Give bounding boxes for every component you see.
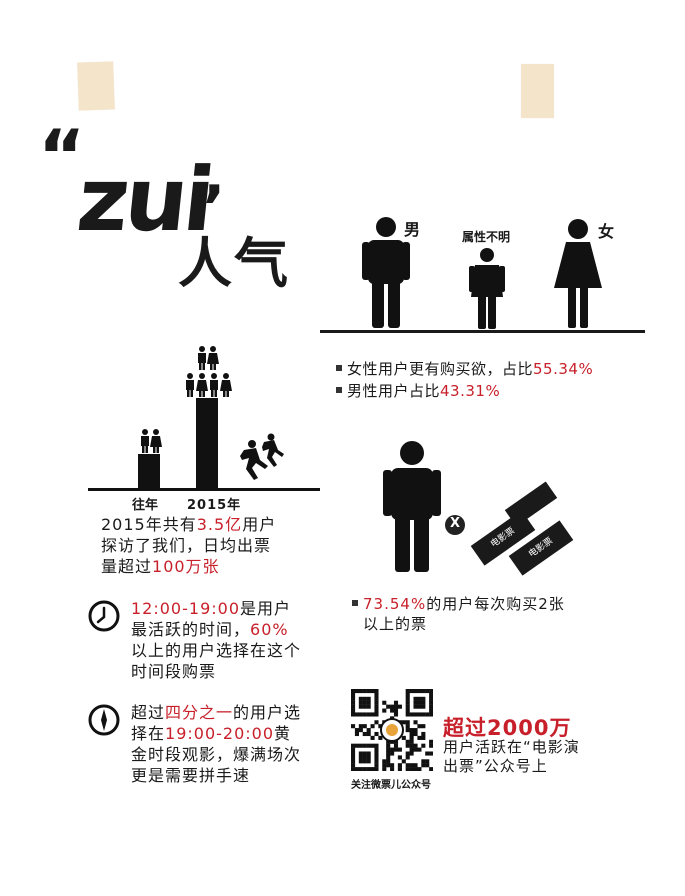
multiply-icon bbox=[445, 515, 465, 535]
tape-left bbox=[77, 61, 115, 111]
bullet bbox=[336, 364, 342, 371]
multi-text-suffix: 的用户每次购买2张 bbox=[426, 595, 565, 613]
open-quote: “ bbox=[38, 114, 86, 198]
bullet bbox=[336, 386, 342, 393]
multi-value: 73.54% bbox=[363, 595, 427, 613]
female-stat-text: 女性用户更有购买欲，占比 bbox=[347, 360, 534, 378]
active-line4: 时间段购票 bbox=[131, 662, 217, 681]
label-past: 往年 bbox=[132, 498, 159, 513]
active-time-value: 12:00-19:00 bbox=[131, 599, 240, 618]
qr-headline: 超过2000万 bbox=[443, 716, 572, 740]
qr-code-image[interactable] bbox=[351, 689, 433, 771]
qr-line2: 出票”公众号上 bbox=[443, 757, 548, 775]
unknown-label: 属性不明 bbox=[462, 230, 511, 244]
running-people-icon bbox=[240, 433, 284, 480]
active-text: 12:00-19:00是用户 最活跃的时间，60% 以上的用户选择在这个 时间段… bbox=[131, 598, 341, 682]
male-figure-icon bbox=[362, 217, 410, 328]
multiply-label: X bbox=[450, 516, 461, 531]
gender-divider bbox=[320, 330, 645, 333]
people-icon-2015 bbox=[186, 346, 232, 397]
growth-chart bbox=[88, 346, 320, 491]
qr-line1: 用户活跃在“电影演 bbox=[443, 738, 580, 756]
close-quote: ” bbox=[186, 173, 226, 243]
clock-icon bbox=[88, 600, 120, 632]
label-2015: 2015年 bbox=[187, 498, 242, 513]
golden-line1-value: 四分之一 bbox=[165, 703, 234, 722]
female-figure-icon bbox=[554, 219, 602, 328]
buyer-figure-icon bbox=[383, 441, 441, 572]
bar-past bbox=[138, 454, 160, 490]
golden-line1-suffix: 的用户选 bbox=[233, 703, 302, 722]
male-label: 男 bbox=[404, 220, 421, 239]
bar-2015 bbox=[196, 398, 218, 490]
growth-line2: 探访了我们，日均出票 bbox=[101, 536, 272, 555]
male-stat: 男性用户占比43.31% bbox=[336, 380, 500, 401]
golden-line2-suffix: 黄 bbox=[274, 724, 292, 743]
golden-line2-prefix: 择在 bbox=[131, 724, 166, 743]
active-line3: 以上的用户选择在这个 bbox=[131, 641, 302, 660]
compass-icon bbox=[88, 704, 120, 736]
people-icon-past bbox=[141, 429, 162, 453]
tape-right bbox=[521, 64, 554, 118]
ticket-3-text: 电影票 bbox=[527, 536, 555, 560]
active-line2-prefix: 最活跃的时间， bbox=[131, 620, 251, 639]
title-cn: 人气 bbox=[178, 232, 290, 295]
female-stat: 女性用户更有购买欲，占比55.34% bbox=[336, 358, 593, 379]
tickets-icon: 电影票 电影票 bbox=[466, 480, 576, 580]
growth-line1-suffix: 用户 bbox=[242, 515, 277, 534]
qr-caption: 关注微票儿公众号 bbox=[351, 780, 431, 791]
female-stat-value: 55.34% bbox=[533, 360, 594, 378]
unknown-figure-icon bbox=[469, 248, 505, 329]
golden-text: 超过四分之一的用户选 择在19:00-20:00黄 金时段观影，爆满场次 更是需… bbox=[131, 702, 341, 786]
multi-line2: 以上的票 bbox=[363, 615, 428, 633]
ticket-2-text: 电影票 bbox=[489, 526, 517, 550]
golden-line1-prefix: 超过 bbox=[131, 703, 166, 722]
bullet bbox=[352, 599, 358, 606]
multi-text: 73.54%的用户每次购买2张 以上的票 bbox=[352, 594, 652, 634]
growth-tickets-value: 100万张 bbox=[152, 557, 220, 576]
growth-text: 2015年共有3.5亿用户 探访了我们，日均出票 量超过100万张 bbox=[101, 514, 326, 577]
active-pct-value: 60% bbox=[250, 620, 289, 639]
golden-line4: 更是需要拼手速 bbox=[131, 766, 251, 785]
growth-line3-prefix: 量超过 bbox=[101, 557, 153, 576]
female-label: 女 bbox=[598, 222, 615, 241]
golden-line3: 金时段观影，爆满场次 bbox=[131, 745, 302, 764]
golden-time-value: 19:00-20:00 bbox=[165, 724, 275, 743]
growth-users-value: 3.5亿 bbox=[196, 515, 243, 534]
active-text1: 是用户 bbox=[240, 599, 292, 618]
male-stat-value: 43.31% bbox=[440, 382, 501, 400]
qr-text: 用户活跃在“电影演 出票”公众号上 bbox=[443, 738, 643, 776]
male-stat-text: 男性用户占比 bbox=[347, 382, 441, 400]
growth-line1-prefix: 2015年共有 bbox=[101, 515, 197, 534]
